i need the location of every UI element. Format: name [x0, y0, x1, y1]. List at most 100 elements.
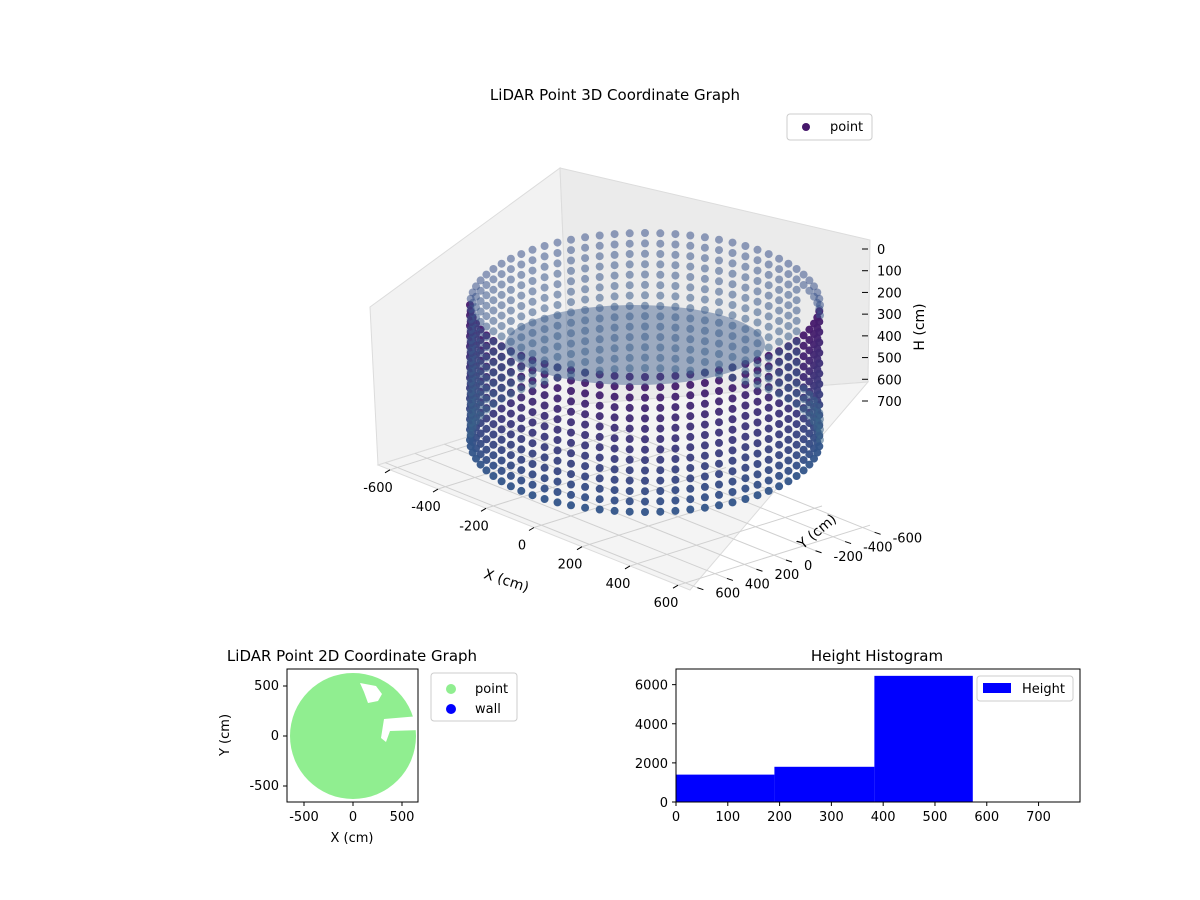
point-marker [753, 370, 762, 379]
point-marker [792, 358, 801, 367]
point-marker [753, 470, 762, 479]
point-marker [775, 296, 784, 305]
chart-3d-scatter: LiDAR Point 3D Coordinate Graph -600-400… [363, 86, 928, 611]
point-marker [641, 476, 649, 485]
point-marker [715, 277, 723, 286]
point-marker [700, 431, 709, 439]
point-marker [641, 466, 649, 475]
point-marker [567, 387, 575, 395]
point-marker [595, 231, 604, 240]
point-marker [595, 391, 604, 400]
x-tick-label: 200 [767, 810, 792, 825]
point-marker [567, 339, 575, 348]
point-marker [764, 281, 773, 290]
point-marker [805, 286, 814, 295]
point-marker [553, 467, 562, 476]
point-marker [815, 442, 824, 451]
point-marker [715, 397, 723, 406]
gridline-y [385, 462, 698, 589]
point-marker [482, 301, 491, 310]
point-marker [700, 472, 709, 481]
point-marker [728, 290, 737, 299]
point-marker [792, 430, 801, 439]
point-marker [528, 470, 537, 479]
point-marker [528, 387, 537, 396]
point-marker [753, 380, 762, 389]
point-marker [656, 270, 665, 279]
point-marker [775, 285, 784, 294]
point-marker [764, 424, 773, 433]
point-marker [567, 449, 575, 458]
point-marker [625, 435, 634, 443]
x-tick-label: 0 [349, 810, 357, 825]
point-marker [792, 348, 801, 357]
point-marker [553, 456, 562, 465]
point-marker [671, 475, 680, 484]
point-marker [641, 343, 649, 352]
point-marker [741, 443, 750, 452]
point-marker [482, 374, 491, 383]
point-marker [753, 339, 762, 348]
point-marker [528, 245, 537, 254]
point-marker [686, 401, 695, 410]
point-marker [815, 305, 824, 314]
point-marker [517, 435, 526, 443]
point-marker [517, 343, 526, 352]
point-marker [784, 373, 793, 382]
point-marker [764, 435, 773, 443]
point-marker [476, 338, 485, 347]
point-marker [497, 394, 506, 403]
point-marker [671, 506, 680, 515]
point-marker [741, 314, 750, 323]
point-marker [700, 441, 709, 450]
z-tick-label: 400 [877, 330, 902, 345]
point-marker [784, 363, 793, 372]
point-marker [528, 256, 537, 265]
y-tick-label: 0 [660, 796, 668, 811]
histogram-bar [676, 774, 775, 802]
point-marker [540, 293, 549, 302]
point-marker [489, 451, 498, 460]
point-marker [671, 392, 680, 401]
point-marker [468, 423, 477, 432]
y-tick-label: 4000 [635, 718, 668, 733]
point-marker [799, 384, 808, 393]
point-marker [715, 428, 723, 437]
point-marker [686, 443, 695, 452]
point-marker [540, 273, 549, 282]
point-marker [506, 409, 515, 418]
point-marker [476, 328, 485, 337]
y-tick [815, 550, 822, 554]
point-marker [764, 364, 773, 373]
point-marker [489, 368, 498, 377]
point-marker [715, 370, 723, 379]
point-marker [581, 316, 590, 325]
point-marker [805, 276, 814, 285]
point-marker [489, 379, 498, 388]
point-marker [489, 275, 498, 284]
point-marker [567, 370, 575, 379]
point-marker [497, 477, 506, 486]
point-marker [517, 393, 526, 402]
point-marker [715, 246, 723, 255]
point-marker [482, 384, 491, 393]
point-marker [581, 420, 590, 429]
point-marker [686, 464, 695, 472]
chart-3d-title: LiDAR Point 3D Coordinate Graph [490, 86, 740, 104]
point-marker [540, 474, 549, 483]
point-marker [553, 425, 562, 434]
point-marker [641, 301, 649, 310]
point-marker [482, 424, 491, 433]
point-marker [553, 415, 562, 424]
point-marker [567, 298, 575, 307]
point-marker [775, 451, 784, 460]
point-marker [728, 373, 737, 382]
point-marker [595, 380, 604, 389]
point-marker [528, 449, 537, 458]
point-marker [784, 477, 793, 486]
point-marker [581, 358, 590, 366]
point-marker [553, 301, 562, 309]
point-marker [472, 454, 480, 463]
point-marker [476, 460, 485, 469]
point-marker [641, 249, 649, 258]
